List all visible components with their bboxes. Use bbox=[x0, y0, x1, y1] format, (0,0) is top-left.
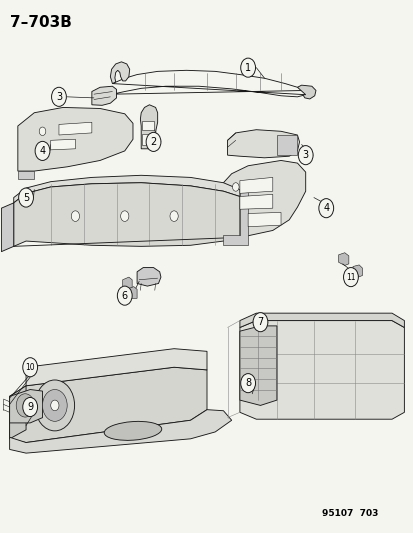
Ellipse shape bbox=[104, 422, 161, 440]
Polygon shape bbox=[14, 175, 239, 203]
Text: 11: 11 bbox=[345, 272, 355, 281]
Circle shape bbox=[35, 380, 74, 431]
Circle shape bbox=[35, 141, 50, 160]
Circle shape bbox=[71, 211, 79, 221]
Polygon shape bbox=[239, 313, 404, 327]
Polygon shape bbox=[9, 386, 26, 439]
Polygon shape bbox=[247, 213, 280, 227]
Circle shape bbox=[170, 211, 178, 221]
Polygon shape bbox=[92, 86, 116, 106]
Polygon shape bbox=[26, 349, 206, 386]
Text: 3: 3 bbox=[56, 92, 62, 102]
Circle shape bbox=[146, 132, 161, 151]
Text: 5: 5 bbox=[23, 192, 29, 203]
Circle shape bbox=[16, 394, 34, 417]
Polygon shape bbox=[239, 320, 404, 419]
Polygon shape bbox=[352, 265, 361, 277]
Text: 8: 8 bbox=[244, 378, 251, 388]
Polygon shape bbox=[223, 192, 247, 245]
Circle shape bbox=[240, 374, 255, 393]
Circle shape bbox=[232, 183, 238, 191]
Polygon shape bbox=[122, 277, 132, 290]
Circle shape bbox=[240, 58, 255, 77]
Text: 2: 2 bbox=[150, 137, 156, 147]
Polygon shape bbox=[9, 410, 231, 453]
Text: 4: 4 bbox=[323, 203, 328, 213]
Circle shape bbox=[117, 286, 132, 305]
Polygon shape bbox=[223, 160, 305, 236]
Text: 7: 7 bbox=[257, 317, 263, 327]
Polygon shape bbox=[18, 171, 34, 179]
Text: 3: 3 bbox=[302, 150, 308, 160]
Polygon shape bbox=[338, 253, 348, 265]
Polygon shape bbox=[128, 287, 137, 298]
Circle shape bbox=[252, 313, 267, 332]
Polygon shape bbox=[137, 268, 161, 286]
Polygon shape bbox=[110, 62, 129, 84]
Polygon shape bbox=[9, 367, 206, 442]
Circle shape bbox=[19, 188, 33, 207]
Text: 10: 10 bbox=[25, 363, 35, 372]
Polygon shape bbox=[14, 183, 239, 246]
Polygon shape bbox=[276, 135, 297, 155]
Text: 9: 9 bbox=[27, 402, 33, 412]
Text: 95107  703: 95107 703 bbox=[321, 510, 377, 519]
Circle shape bbox=[43, 390, 67, 421]
Polygon shape bbox=[112, 70, 305, 97]
Polygon shape bbox=[239, 195, 272, 209]
Polygon shape bbox=[227, 130, 299, 158]
Circle shape bbox=[318, 199, 333, 217]
Polygon shape bbox=[1, 203, 14, 252]
Text: 4: 4 bbox=[39, 146, 45, 156]
Polygon shape bbox=[51, 139, 75, 150]
Polygon shape bbox=[142, 134, 154, 144]
Circle shape bbox=[52, 87, 66, 107]
Polygon shape bbox=[142, 120, 154, 130]
Circle shape bbox=[23, 398, 38, 417]
Polygon shape bbox=[9, 390, 43, 423]
Circle shape bbox=[343, 268, 358, 287]
Polygon shape bbox=[18, 108, 133, 171]
Polygon shape bbox=[239, 177, 272, 193]
Polygon shape bbox=[59, 122, 92, 135]
Circle shape bbox=[120, 211, 128, 221]
Polygon shape bbox=[140, 105, 157, 149]
Circle shape bbox=[51, 400, 59, 411]
Polygon shape bbox=[297, 85, 315, 99]
Text: 1: 1 bbox=[244, 63, 251, 72]
Text: 6: 6 bbox=[121, 290, 128, 301]
Text: 7–703B: 7–703B bbox=[9, 14, 71, 30]
Circle shape bbox=[298, 146, 312, 165]
Circle shape bbox=[39, 127, 46, 135]
Polygon shape bbox=[239, 326, 276, 406]
Circle shape bbox=[23, 358, 38, 377]
